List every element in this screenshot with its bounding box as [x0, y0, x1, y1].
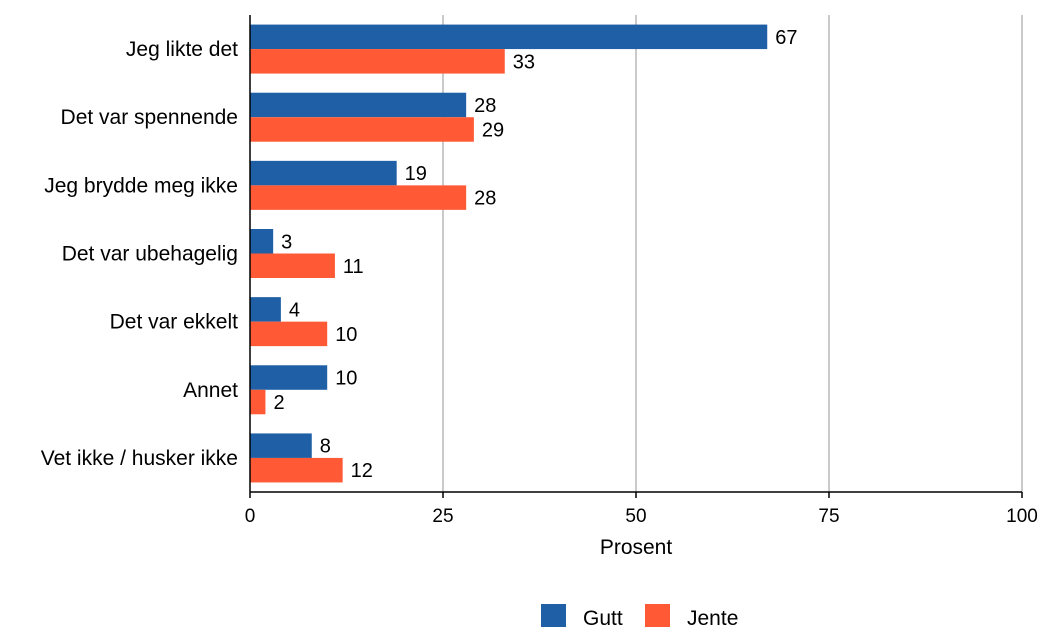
value-label-jente-6: 12	[351, 460, 373, 482]
x-tick-label-0: 0	[245, 506, 256, 527]
legend-swatch-jente	[645, 604, 670, 627]
value-label-jente-3: 11	[343, 256, 364, 278]
category-label-2: Jeg brydde meg ikke	[44, 174, 238, 197]
legend-label-gutt: Gutt	[583, 607, 623, 627]
bar-gutt-0	[250, 24, 768, 50]
bar-gutt-2	[250, 160, 397, 186]
bars	[250, 24, 768, 483]
bar-jente-0	[250, 49, 505, 74]
bar-gutt-6	[250, 433, 312, 458]
x-axis-title: Prosent	[600, 536, 673, 559]
bar-jente-1	[250, 117, 474, 142]
value-label-gutt-6: 8	[320, 436, 331, 458]
grid-lines	[442, 15, 1023, 492]
bar-gutt-1	[250, 92, 467, 118]
bar-gutt-4	[250, 297, 281, 322]
value-label-gutt-4: 4	[289, 299, 300, 321]
category-label-4: Det var ekkelt	[110, 311, 239, 334]
category-label-1: Det var spennende	[61, 106, 238, 129]
bar-jente-3	[250, 253, 335, 278]
x-tick-label-50: 50	[625, 506, 646, 527]
category-label-6: Vet ikke / husker ikke	[41, 447, 238, 470]
legend-label-jente: Jente	[687, 607, 738, 627]
value-label-gutt-2: 19	[405, 163, 427, 185]
bar-gutt-5	[250, 365, 328, 390]
x-tick-label-25: 25	[432, 506, 453, 527]
value-label-gutt-1: 28	[474, 95, 496, 117]
category-label-0: Jeg likte det	[126, 38, 238, 61]
value-label-gutt-5: 10	[335, 368, 357, 390]
category-label-5: Annet	[183, 379, 238, 402]
bar-jente-6	[250, 457, 343, 483]
bar-jente-4	[250, 321, 328, 347]
value-label-jente-5: 2	[273, 392, 284, 414]
category-labels: Jeg likte det Det var spennende Jeg brydde…	[41, 38, 238, 470]
value-label-jente-0: 33	[513, 51, 535, 73]
legend-swatch-gutt	[541, 604, 566, 627]
bar-jente-2	[250, 185, 467, 210]
category-label-3: Det var ubehagelig	[62, 243, 238, 266]
bar-jente-5	[250, 389, 266, 415]
value-label-gutt-3: 3	[281, 231, 292, 253]
x-ticks: 0 25 50 75 100	[245, 492, 1038, 527]
legend: Gutt Jente	[541, 604, 738, 627]
x-tick-label-75: 75	[818, 506, 839, 527]
value-label-jente-1: 29	[482, 119, 504, 141]
value-label-gutt-0: 67	[775, 27, 797, 49]
x-tick-label-100: 100	[1006, 506, 1038, 527]
bar-gutt-3	[250, 229, 274, 254]
value-label-jente-4: 10	[335, 324, 357, 346]
value-label-jente-2: 28	[474, 188, 496, 210]
